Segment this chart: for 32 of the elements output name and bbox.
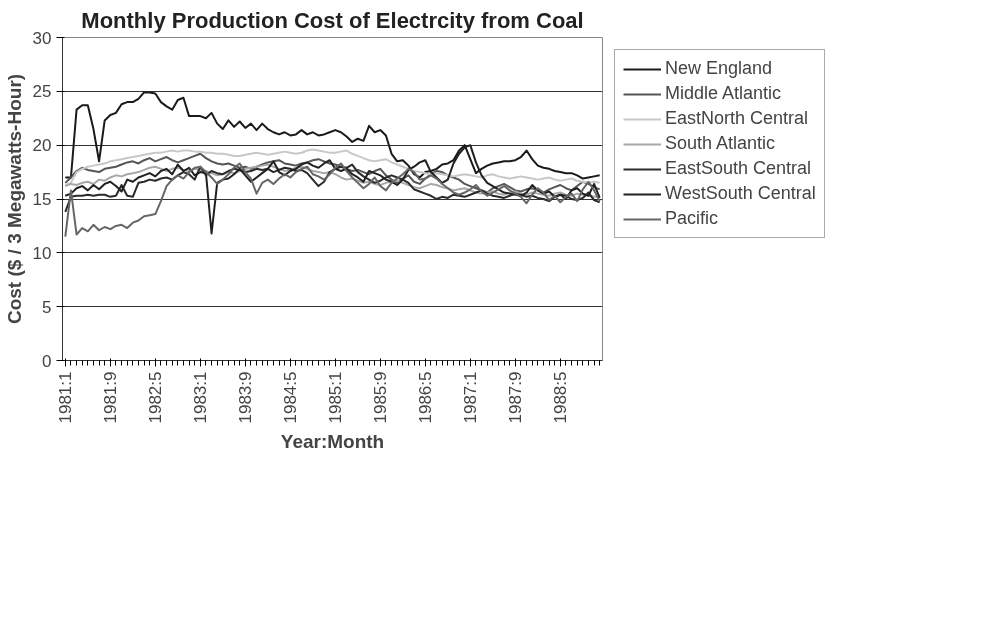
legend-label: EastNorth Central [665, 108, 809, 129]
y-tick-label: 10 [32, 243, 52, 263]
legend-label: EastSouth Central [665, 158, 812, 179]
x-tick-label: 1983:9 [235, 371, 255, 424]
x-tick-label: 1988:5 [550, 371, 570, 424]
x-tick-label: 1985:1 [325, 371, 345, 424]
legend-label: Pacific [665, 208, 719, 229]
x-axis-title: Year:Month [280, 431, 385, 453]
x-tick-label: 1981:1 [55, 371, 75, 424]
x-tick-label: 1984:5 [280, 371, 300, 424]
y-tick-label: 20 [32, 136, 52, 156]
legend-label: WestSouth Central [665, 183, 816, 204]
y-tick-label: 25 [32, 82, 52, 102]
chart-title: Monthly Production Cost of Electrcity from Coal [81, 7, 584, 33]
line-series [64, 162, 601, 238]
line-series [64, 148, 601, 186]
legend-label: New England [665, 58, 773, 79]
x-tick-label: 1982:5 [145, 371, 165, 424]
x-tick-label: 1985:9 [370, 371, 390, 424]
line-series [64, 152, 601, 194]
x-tick-label: 1983:1 [190, 371, 210, 424]
x-tick-label: 1986:5 [415, 371, 435, 424]
y-tick-label: 0 [42, 351, 52, 371]
y-tick-label: 5 [42, 297, 52, 317]
y-tick-label: 30 [32, 28, 52, 48]
x-tick-label: 1981:9 [100, 371, 120, 424]
y-tick-label: 15 [32, 190, 52, 209]
x-tick-label: 1987:1 [460, 371, 480, 424]
legend-label: South Atlantic [665, 133, 776, 154]
y-axis-title: Cost ($ / 3 Megawatts-Hour) [3, 73, 25, 325]
legend-label: Middle Atlantic [665, 83, 782, 104]
x-tick-label: 1987:9 [505, 371, 525, 424]
